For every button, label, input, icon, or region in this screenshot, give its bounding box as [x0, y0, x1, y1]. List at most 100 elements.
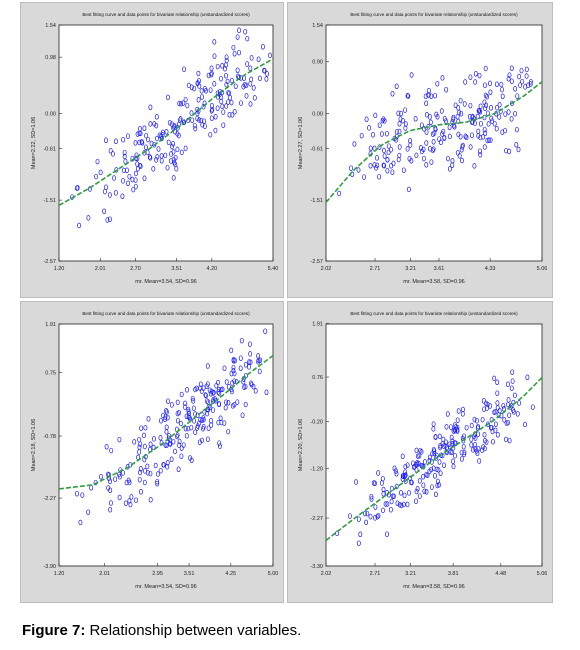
- data-point: [195, 80, 200, 87]
- data-point: [201, 425, 205, 432]
- data-point: [433, 92, 438, 99]
- data-point: [183, 400, 187, 407]
- data-point: [200, 94, 204, 100]
- data-point: [452, 124, 457, 130]
- data-point: [354, 479, 359, 485]
- data-point: [482, 144, 487, 150]
- data-point: [138, 163, 143, 169]
- data-point: [78, 519, 83, 526]
- fit-curve: [58, 58, 274, 206]
- data-point: [231, 364, 236, 371]
- data-point: [112, 175, 117, 181]
- data-point: [385, 156, 390, 163]
- data-point: [382, 153, 387, 159]
- data-point: [245, 35, 250, 42]
- data-point: [451, 428, 456, 434]
- data-point: [495, 405, 500, 411]
- data-point: [226, 99, 231, 105]
- data-point: [195, 425, 200, 431]
- data-point: [155, 135, 159, 142]
- data-point: [520, 78, 525, 85]
- y-tick-label: 0.00: [312, 111, 323, 117]
- data-point: [432, 130, 437, 136]
- data-point: [499, 81, 504, 88]
- data-point: [173, 448, 177, 455]
- data-point: [488, 80, 492, 87]
- data-point: [403, 472, 408, 479]
- data-point: [231, 44, 236, 51]
- data-point: [401, 167, 406, 173]
- data-point: [484, 102, 489, 109]
- data-point: [197, 439, 202, 445]
- data-point: [449, 449, 454, 456]
- data-point: [414, 152, 419, 159]
- data-point: [386, 143, 391, 149]
- data-point: [429, 159, 434, 165]
- data-point: [108, 478, 112, 485]
- y-tick-label: -2.27: [43, 496, 56, 502]
- data-point: [483, 65, 488, 72]
- data-point: [424, 112, 429, 118]
- data-point: [525, 374, 530, 381]
- data-point: [379, 131, 384, 137]
- data-point: [238, 365, 243, 372]
- data-point: [495, 104, 500, 111]
- data-point: [526, 82, 531, 89]
- data-point: [421, 482, 426, 488]
- data-point: [439, 108, 444, 114]
- data-point: [94, 173, 99, 180]
- data-point: [122, 153, 127, 160]
- data-point: [468, 74, 473, 80]
- data-point: [163, 152, 168, 159]
- data-point: [202, 118, 207, 124]
- data-point: [257, 368, 262, 375]
- data-point: [173, 154, 178, 161]
- data-point: [394, 471, 399, 477]
- plot-area: [58, 24, 274, 262]
- data-point: [249, 380, 253, 387]
- data-point: [447, 133, 452, 140]
- data-point: [239, 100, 243, 106]
- y-tick-label: -0.78: [43, 434, 56, 440]
- data-point: [428, 119, 433, 126]
- data-point: [421, 146, 426, 153]
- data-point: [205, 436, 210, 442]
- data-point: [478, 148, 482, 154]
- data-point: [383, 501, 388, 507]
- data-point: [375, 513, 380, 520]
- data-point: [200, 417, 204, 423]
- chart-panel-bottom-right: Best fitting curve and data points for b…: [287, 301, 553, 603]
- data-point: [229, 370, 234, 377]
- data-point: [473, 442, 478, 448]
- data-point: [245, 61, 250, 67]
- data-point: [489, 115, 494, 122]
- data-point: [356, 540, 361, 546]
- data-point: [490, 118, 495, 124]
- data-point: [209, 108, 214, 114]
- data-point: [475, 113, 480, 120]
- data-point: [176, 466, 181, 473]
- data-point: [186, 425, 191, 432]
- data-point: [148, 104, 153, 111]
- chart-title: Best fitting curve and data points for b…: [82, 12, 250, 17]
- plot-area: [58, 323, 274, 567]
- data-point: [385, 167, 390, 174]
- data-point: [450, 162, 455, 168]
- data-point: [492, 375, 497, 382]
- data-point: [156, 471, 160, 477]
- data-point: [235, 399, 240, 405]
- data-point: [256, 353, 261, 359]
- chart-title: Best fitting curve and data points for b…: [350, 311, 518, 316]
- data-point: [513, 110, 518, 117]
- data-point: [492, 409, 497, 416]
- x-tick-label: 1.20: [54, 571, 65, 577]
- data-point: [495, 432, 500, 438]
- data-point: [434, 111, 439, 118]
- data-point: [473, 435, 478, 441]
- data-point: [431, 139, 436, 145]
- data-point: [151, 166, 156, 172]
- data-point: [415, 461, 420, 468]
- data-point: [186, 408, 191, 415]
- data-point: [408, 138, 413, 144]
- data-point: [450, 158, 455, 164]
